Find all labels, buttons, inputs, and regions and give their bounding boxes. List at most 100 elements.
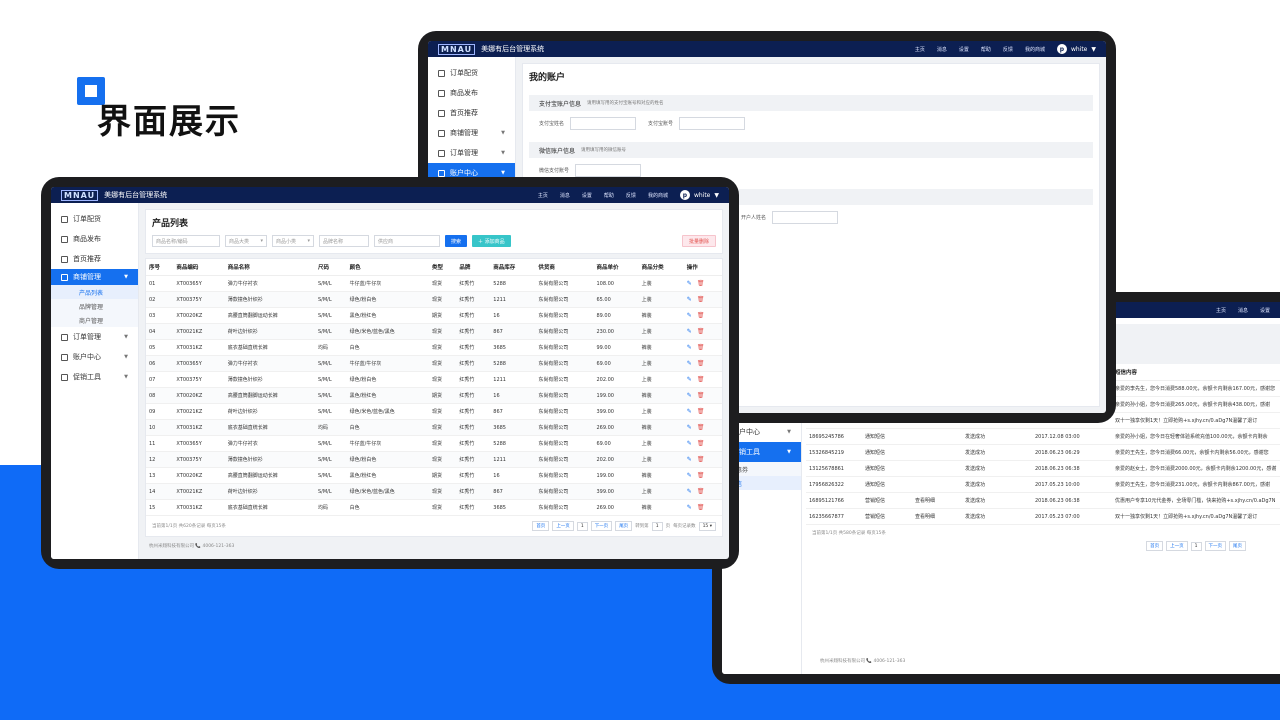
trash-icon[interactable]: 🗑 bbox=[696, 504, 705, 511]
subitem-coupon[interactable]: 优惠券 bbox=[722, 462, 801, 476]
alipay-account-input[interactable] bbox=[679, 117, 746, 130]
edit-icon[interactable]: ✎ bbox=[686, 312, 692, 319]
nav-my-mall[interactable]: 我的商城 bbox=[647, 192, 668, 199]
caret-down-icon: ▼ bbox=[714, 191, 719, 199]
supplier-input[interactable]: 供应商 bbox=[374, 235, 440, 247]
add-product-button[interactable]: ＋ 添加商品 bbox=[472, 235, 511, 247]
sidebar-item-promo[interactable]: 促销工具 ▼ bbox=[722, 442, 801, 462]
nav-messages[interactable]: 消息 bbox=[1237, 307, 1248, 314]
wechat-account-input[interactable] bbox=[575, 164, 642, 177]
nav-help[interactable]: 帮助 bbox=[980, 46, 991, 53]
pager-page-button[interactable]: 1 bbox=[576, 521, 588, 531]
pager-next-button[interactable]: 下一页 bbox=[590, 521, 613, 531]
category-big-select[interactable]: 商品大类 ▾ bbox=[225, 235, 267, 247]
pager-first-button[interactable]: 首页 bbox=[532, 521, 550, 531]
trash-icon[interactable]: 🗑 bbox=[696, 488, 705, 495]
sidebar-item-order-picking[interactable]: 订单配货 bbox=[51, 209, 138, 229]
user-menu[interactable]: p white ▼ bbox=[1056, 44, 1096, 54]
nav-help[interactable]: 帮助 bbox=[603, 192, 614, 199]
trash-icon[interactable]: 🗑 bbox=[696, 360, 705, 367]
view-details-link[interactable]: 查看明细 bbox=[912, 492, 962, 509]
nav-feedback[interactable]: 反馈 bbox=[1002, 46, 1013, 53]
table-cell: 1211 bbox=[490, 451, 536, 468]
category-small-select[interactable]: 商品小类 ▾ bbox=[272, 235, 314, 247]
edit-icon[interactable]: ✎ bbox=[686, 360, 692, 367]
sidebar-item-home-recommend[interactable]: 首页推荐 bbox=[51, 249, 138, 269]
trash-icon[interactable]: 🗑 bbox=[696, 328, 705, 335]
sidebar-item-promo-tools[interactable]: 促销工具 ▼ bbox=[51, 367, 138, 387]
trash-icon[interactable]: 🗑 bbox=[696, 456, 705, 463]
nav-feedback[interactable]: 反馈 bbox=[625, 192, 636, 199]
brand-input[interactable]: 品牌名称 bbox=[319, 235, 369, 247]
sidebar-item-order-manage[interactable]: 订单管理 ▼ bbox=[51, 327, 138, 347]
trash-icon[interactable]: 🗑 bbox=[696, 392, 705, 399]
edit-icon[interactable]: ✎ bbox=[686, 472, 692, 479]
pager-last-button[interactable]: 尾页 bbox=[615, 521, 633, 531]
pager-last-button[interactable]: 尾页 bbox=[1229, 541, 1246, 551]
sidebar-item-order-manage[interactable]: 订单管理 ▼ bbox=[428, 143, 515, 163]
pager-prev-button[interactable]: 上一页 bbox=[552, 521, 574, 531]
pager-goto-input[interactable]: 1 bbox=[651, 521, 663, 531]
trash-icon[interactable]: 🗑 bbox=[696, 424, 705, 431]
trash-icon[interactable]: 🗑 bbox=[696, 312, 705, 319]
subitem-brand-manage[interactable]: 品牌管理 bbox=[51, 299, 138, 313]
nav-settings[interactable]: 设置 bbox=[1259, 307, 1270, 314]
sidebar-item-shop-manage[interactable]: 商铺管理 ▼ bbox=[428, 123, 515, 143]
edit-icon[interactable]: ✎ bbox=[686, 328, 692, 335]
edit-icon[interactable]: ✎ bbox=[686, 392, 692, 399]
edit-icon[interactable]: ✎ bbox=[686, 296, 692, 303]
trash-icon[interactable]: 🗑 bbox=[696, 408, 705, 415]
subitem-merchant-manage[interactable]: 商户管理 bbox=[51, 313, 138, 327]
sidebar-item-account[interactable]: 账户中心 ▼ bbox=[722, 422, 801, 442]
trash-icon[interactable]: 🗑 bbox=[696, 280, 705, 287]
column-header: 商品单价 bbox=[593, 259, 639, 276]
edit-icon[interactable]: ✎ bbox=[686, 344, 692, 351]
batch-delete-button[interactable]: 批量删除 bbox=[681, 235, 716, 247]
nav-home[interactable]: 主页 bbox=[537, 192, 548, 199]
trash-icon[interactable]: 🗑 bbox=[696, 376, 705, 383]
trash-icon[interactable]: 🗑 bbox=[696, 296, 705, 303]
edit-icon[interactable]: ✎ bbox=[686, 504, 692, 511]
chevron-down-icon: ▾ bbox=[260, 238, 263, 244]
product-name-input[interactable]: 商品名称/编码 bbox=[152, 235, 220, 247]
pager-summary: 当前第1/1页 共580条记录 每页15条 bbox=[812, 531, 886, 536]
alipay-name-input[interactable] bbox=[570, 117, 637, 130]
nav-my-mall[interactable]: 我的商城 bbox=[1024, 46, 1045, 53]
pager-prev-button[interactable]: 上一页 bbox=[1166, 541, 1188, 551]
edit-icon[interactable]: ✎ bbox=[686, 440, 692, 447]
pager-page-button[interactable]: 1 bbox=[1190, 541, 1202, 551]
sidebar-item-home-recommend[interactable]: 首页推荐 bbox=[428, 103, 515, 123]
sidebar-item-product-publish[interactable]: 商品发布 bbox=[51, 229, 138, 249]
table-cell: 弹力牛仔衬衣 bbox=[224, 355, 315, 372]
table-cell: 绿色/米色/蓝色/黑色 bbox=[346, 323, 429, 340]
trash-icon[interactable]: 🗑 bbox=[696, 344, 705, 351]
edit-icon[interactable]: ✎ bbox=[686, 488, 692, 495]
nav-settings[interactable]: 设置 bbox=[581, 192, 592, 199]
edit-icon[interactable]: ✎ bbox=[686, 456, 692, 463]
nav-home[interactable]: 主页 bbox=[1215, 307, 1226, 314]
edit-icon[interactable]: ✎ bbox=[686, 424, 692, 431]
account-holder-input[interactable] bbox=[772, 211, 839, 224]
edit-icon[interactable]: ✎ bbox=[686, 280, 692, 287]
table-panel: 序号 商品编码 商品名称 尺码 颜色 类型 品牌 商品库存 供货商 商品单价 商品分类 操作 01 XT… bbox=[145, 258, 723, 537]
nav-settings[interactable]: 设置 bbox=[958, 46, 969, 53]
column-header: 品牌 bbox=[456, 259, 491, 276]
view-details-link[interactable]: 查看明细 bbox=[912, 508, 962, 525]
sidebar-item-account-center[interactable]: 账户中心 ▼ bbox=[51, 347, 138, 367]
nav-messages[interactable]: 消息 bbox=[936, 46, 947, 53]
pager-next-button[interactable]: 下一页 bbox=[1204, 541, 1226, 551]
trash-icon[interactable]: 🗑 bbox=[696, 440, 705, 447]
sidebar-item-shop-manage[interactable]: 商铺管理 ▼ bbox=[51, 269, 138, 285]
sidebar-item-order-picking[interactable]: 订单配货 bbox=[428, 63, 515, 83]
nav-home[interactable]: 主页 bbox=[914, 46, 925, 53]
edit-icon[interactable]: ✎ bbox=[686, 408, 692, 415]
trash-icon[interactable]: 🗑 bbox=[696, 472, 705, 479]
sidebar-item-product-publish[interactable]: 商品发布 bbox=[428, 83, 515, 103]
user-menu[interactable]: p white ▼ bbox=[679, 190, 719, 200]
pager-first-button[interactable]: 首页 bbox=[1146, 541, 1164, 551]
pager-per-page-select[interactable]: 15 ▾ bbox=[698, 521, 716, 531]
nav-messages[interactable]: 消息 bbox=[559, 192, 570, 199]
search-button[interactable]: 搜索 bbox=[445, 235, 468, 247]
edit-icon[interactable]: ✎ bbox=[686, 376, 692, 383]
subitem-product-list[interactable]: 产品列表 bbox=[51, 285, 138, 299]
